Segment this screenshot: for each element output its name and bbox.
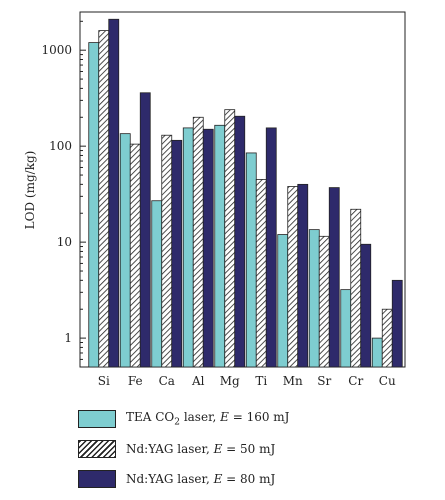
legend: TEA CO2 laser, E = 160 mJ Nd:YAG laser, … <box>78 404 418 494</box>
bar-cu-series-0 <box>371 337 383 368</box>
y-tick-label: 100 <box>49 139 72 153</box>
bar-sr-series-0 <box>308 229 320 368</box>
bar-mg-series-1 <box>224 109 236 368</box>
x-tick-label: Cu <box>379 374 396 388</box>
y-tick-label: 10 <box>57 235 72 249</box>
bar-si-series-1 <box>98 30 110 368</box>
y-axis: 1 10 100 1000 <box>41 20 86 368</box>
bar-al-series-0 <box>182 127 194 368</box>
legend-label: TEA CO2 laser, E = 160 mJ <box>126 410 290 428</box>
bar-cr-series-2 <box>360 243 372 368</box>
bar-mn-series-1 <box>287 186 299 368</box>
y-tick-label: 1000 <box>41 43 72 57</box>
x-tick-label: Ti <box>255 374 267 388</box>
lod-bar-chart: 1 10 100 1000 Si Fe Ca Al Mg Ti Mn Sr Cr Cu LOD (mg/… <box>23 11 406 388</box>
bar-ca-series-0 <box>151 200 163 368</box>
bar-fe-series-1 <box>129 143 141 368</box>
bars-group <box>88 18 403 368</box>
bar-cr-series-1 <box>350 208 362 368</box>
x-tick-label: Cr <box>348 374 363 388</box>
bar-si-series-2 <box>108 18 120 368</box>
bar-mg-series-0 <box>214 124 226 368</box>
legend-item-ndyag-50: Nd:YAG laser, E = 50 mJ <box>78 434 418 464</box>
x-tick-label: Sr <box>317 374 331 388</box>
legend-item-tea-co2: TEA CO2 laser, E = 160 mJ <box>78 404 418 434</box>
bar-fe-series-2 <box>139 92 151 368</box>
bar-cu-series-1 <box>381 308 393 368</box>
legend-swatch-tea-co2 <box>78 410 116 428</box>
bar-ti-series-0 <box>245 152 257 368</box>
y-tick-label: 1 <box>64 331 72 345</box>
legend-swatch-ndyag-80 <box>78 470 116 488</box>
bar-al-series-2 <box>202 128 214 368</box>
x-tick-label: Ca <box>159 374 175 388</box>
bar-sr-series-2 <box>328 187 340 368</box>
bar-al-series-1 <box>192 116 204 368</box>
bar-mg-series-2 <box>234 115 246 368</box>
legend-swatch-ndyag-50 <box>78 440 116 458</box>
bar-mn-series-2 <box>297 183 309 368</box>
y-axis-label: LOD (mg/kg) <box>23 151 37 230</box>
x-tick-label: Mn <box>283 374 303 388</box>
bar-cr-series-0 <box>340 289 352 368</box>
legend-label: Nd:YAG laser, E = 80 mJ <box>126 472 276 486</box>
bar-sr-series-1 <box>318 235 330 368</box>
legend-item-ndyag-80: Nd:YAG laser, E = 80 mJ <box>78 464 418 494</box>
x-tick-label: Mg <box>220 374 240 388</box>
bar-cu-series-2 <box>391 279 403 368</box>
bar-fe-series-0 <box>119 133 131 368</box>
legend-label: Nd:YAG laser, E = 50 mJ <box>126 442 276 456</box>
bar-ca-series-1 <box>161 134 173 368</box>
x-tick-label: Fe <box>128 374 143 388</box>
bar-si-series-0 <box>88 42 100 368</box>
bar-ca-series-2 <box>171 139 183 368</box>
bar-ti-series-1 <box>255 179 267 368</box>
x-axis: Si Fe Ca Al Mg Ti Mn Sr Cr Cu <box>98 374 396 388</box>
bar-ti-series-2 <box>265 127 277 368</box>
x-tick-label: Si <box>98 374 110 388</box>
x-tick-label: Al <box>191 374 205 388</box>
bar-mn-series-0 <box>277 234 289 368</box>
